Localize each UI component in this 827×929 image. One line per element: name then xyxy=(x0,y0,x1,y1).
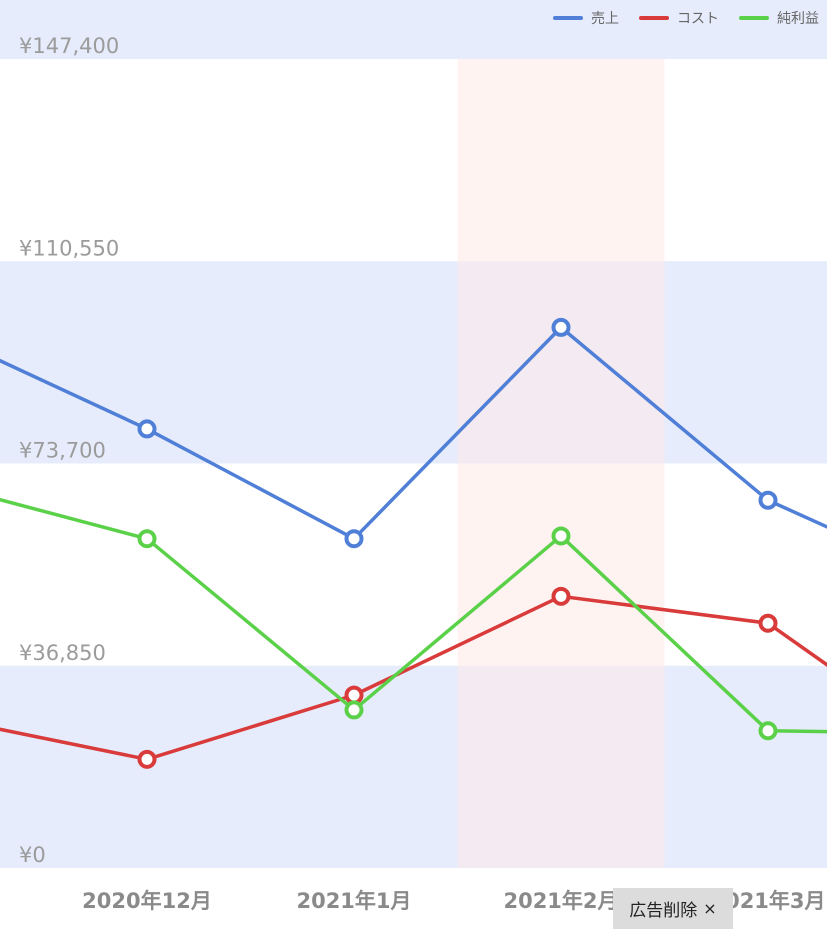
legend-item: 売上 xyxy=(553,8,619,28)
series-line xyxy=(0,325,827,541)
legend-label: 売上 xyxy=(591,11,619,27)
chart-legend: 売上 コスト 純利益 xyxy=(553,8,819,28)
data-point xyxy=(758,490,778,510)
y-tick-label: ¥147,400 xyxy=(19,34,119,58)
remove-ads-button[interactable]: 広告削除 × xyxy=(613,888,733,929)
data-point xyxy=(137,419,157,439)
legend-label: 純利益 xyxy=(777,11,819,27)
data-point xyxy=(344,685,364,705)
highlight-column xyxy=(457,59,665,868)
legend-item: 純利益 xyxy=(739,8,819,28)
data-point xyxy=(344,700,364,720)
data-point xyxy=(137,749,157,769)
data-point xyxy=(551,586,571,606)
x-tick-label: 2020年12月 xyxy=(82,889,212,913)
grid-band xyxy=(0,0,827,59)
legend-label: コスト xyxy=(677,11,719,27)
legend-swatch xyxy=(739,16,769,20)
data-point xyxy=(344,529,364,549)
close-icon: × xyxy=(703,899,717,918)
legend-swatch xyxy=(639,16,669,20)
grid-band xyxy=(0,665,827,868)
x-tick-label: 2021年2月 xyxy=(503,889,618,913)
data-point xyxy=(758,721,778,741)
y-tick-label: ¥73,700 xyxy=(19,439,106,463)
remove-ads-label: 広告削除 xyxy=(629,901,698,921)
data-point xyxy=(137,529,157,549)
y-tick-label: ¥36,850 xyxy=(19,641,106,665)
legend-swatch xyxy=(553,16,583,20)
data-point xyxy=(551,526,571,546)
y-tick-label: ¥110,550 xyxy=(19,236,119,260)
series-line xyxy=(0,594,827,762)
legend-item: コスト xyxy=(639,8,719,28)
data-point xyxy=(758,613,778,633)
series-line xyxy=(0,497,827,734)
y-tick-label: ¥0 xyxy=(19,843,46,867)
x-tick-label: 2021年1月 xyxy=(296,889,411,913)
data-point xyxy=(551,317,571,337)
grid-band xyxy=(0,261,827,464)
